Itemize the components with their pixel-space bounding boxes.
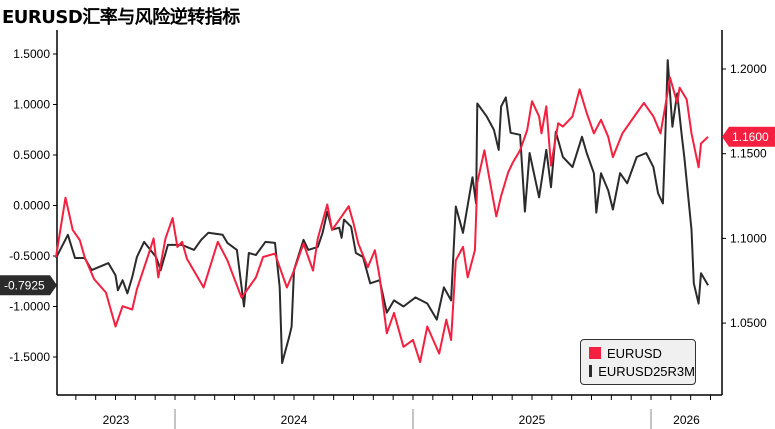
legend-swatch-black — [589, 365, 593, 377]
right-tick-label: 1.1500 — [730, 147, 767, 161]
left-tick-label: 1.5000 — [13, 47, 50, 61]
left-tick-label: -1.0000 — [9, 300, 50, 314]
legend-item-eurusd: EURUSD — [589, 344, 695, 362]
left-tick-label: 0.5000 — [13, 148, 50, 162]
chart-title: EURUSD汇率与风险逆转指标 — [2, 7, 240, 28]
last-value-label-eurusd25r3m: -0.7925 — [4, 278, 45, 292]
last-value-tag-eurusd — [722, 126, 775, 147]
legend-label: EURUSD25R3M — [598, 363, 695, 379]
right-tick-label: 1.2000 — [730, 62, 767, 76]
x-tick-label: 2025 — [519, 413, 546, 427]
legend-item-eurusd25r3m: EURUSD25R3M — [589, 362, 695, 380]
left-tick-label: 0.0000 — [13, 199, 50, 213]
x-tick-label: 2026 — [673, 413, 700, 427]
legend-label: EURUSD — [607, 345, 662, 361]
right-tick-label: 1.1000 — [730, 231, 767, 245]
series-line-eurusd25r3m — [55, 59, 709, 365]
legend-swatch-red — [589, 347, 601, 359]
left-tick-label: -0.5000 — [9, 249, 50, 263]
last-value-tag-eurusd25r3m — [0, 275, 57, 296]
x-tick-label: 2023 — [103, 413, 130, 427]
legend: EURUSD EURUSD25R3M — [580, 339, 696, 385]
left-tick-label: 1.0000 — [13, 98, 50, 112]
last-value-label-eurusd: 1.1600 — [732, 130, 769, 144]
x-tick-label: 2024 — [281, 413, 308, 427]
series-line-eurusd — [55, 76, 709, 364]
right-tick-label: 1.0500 — [730, 316, 767, 330]
left-tick-label: -1.5000 — [9, 350, 50, 364]
